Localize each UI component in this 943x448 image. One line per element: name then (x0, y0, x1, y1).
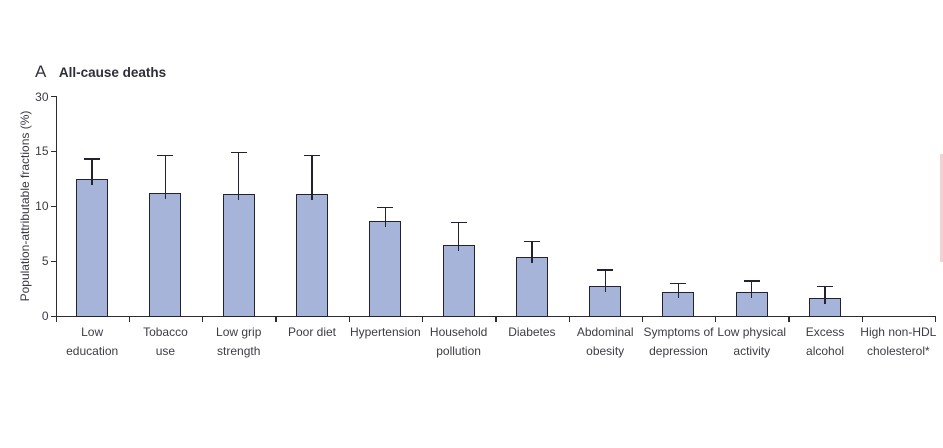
category-label-line: education (66, 344, 119, 358)
bar-1 (76, 179, 109, 317)
x-tick (495, 316, 497, 322)
category-label-line: depression (649, 344, 708, 358)
category-label: Excess alcohol (806, 323, 845, 361)
error-bar-cap (377, 206, 394, 209)
category-label-line: Tobacco (143, 325, 188, 339)
category-label-line: activity (733, 344, 771, 358)
x-tick (202, 316, 204, 322)
error-bar-stem (164, 155, 167, 199)
category-label-line: Low grip (216, 325, 262, 339)
y-tick (50, 150, 56, 153)
x-tick (128, 316, 131, 322)
error-bar-cap (670, 282, 687, 284)
error-bar-stem (91, 158, 93, 186)
error-bar-cap (304, 155, 320, 157)
error-bar-stem (824, 285, 826, 304)
x-tick (715, 316, 717, 322)
error-bar-cap (597, 269, 614, 271)
y-axis-line (55, 95, 57, 317)
category-label-line: pollution (436, 344, 481, 358)
y-tick-label: 5 (41, 254, 49, 269)
category-label-line: Low (81, 325, 104, 339)
bar-4 (296, 193, 328, 317)
error-bar-stem (604, 269, 606, 292)
bar-6 (442, 245, 475, 317)
x-tick (641, 316, 644, 322)
y-tick-label: 15 (35, 144, 49, 159)
x-tick (421, 316, 424, 322)
category-label: High non-HDL cholesterol* (860, 323, 936, 361)
error-bar-stem (751, 280, 753, 299)
bar-5 (369, 221, 402, 317)
category-label-line: Poor diet (287, 325, 337, 339)
bar-2 (149, 192, 182, 317)
category-label: Symptoms of depression (643, 323, 713, 361)
category-label: Low grip strength (216, 323, 261, 361)
error-bar-cap (743, 280, 760, 282)
x-tick (275, 316, 277, 322)
error-bar-stem (311, 155, 313, 200)
category-label-line: obesity (586, 344, 625, 358)
x-tick (348, 316, 350, 322)
category-label-line: Excess (805, 325, 845, 339)
error-bar-cap (157, 155, 174, 157)
y-tick (50, 96, 56, 98)
category-label-line: High non-HDL (860, 325, 937, 339)
panel-name: All-cause deaths (58, 65, 167, 80)
category-label-line: strength (217, 344, 261, 358)
category-label: Diabetes (508, 323, 555, 342)
category-label-line: Symptoms of (643, 325, 714, 339)
category-label: Tobacco use (143, 323, 188, 361)
y-tick-label: 10 (35, 199, 49, 214)
bar-7 (515, 257, 548, 317)
error-bar-stem (531, 240, 533, 264)
panel-letter: A (35, 62, 47, 81)
error-bar-cap (84, 158, 101, 160)
category-label-line: Low physical (717, 325, 787, 339)
category-label-line: Abdominal (576, 325, 634, 339)
error-bar-cap (450, 222, 467, 224)
category-label-line: alcohol (806, 344, 845, 358)
category-label-line: cholesterol* (866, 344, 930, 358)
panel-title: A All-cause deaths (35, 62, 166, 82)
error-bar-cap (817, 285, 834, 288)
category-label: Hypertension (350, 323, 421, 342)
category-label-line: Household (429, 325, 488, 339)
error-bar-stem (457, 222, 460, 252)
error-bar-stem (384, 206, 386, 228)
error-bar-cap (523, 240, 540, 243)
error-bar-cap (230, 151, 247, 154)
category-label-line: Diabetes (508, 325, 556, 339)
category-label-line: Hypertension (349, 325, 421, 339)
y-tick (50, 315, 56, 317)
x-tick (861, 316, 863, 322)
category-label: Low physical activity (717, 323, 786, 361)
x-tick (55, 316, 57, 322)
cropped-adjacent-panel-bar (940, 154, 943, 262)
x-tick (788, 316, 790, 322)
x-tick (568, 316, 570, 322)
y-tick (50, 205, 56, 207)
bar-3 (222, 193, 255, 317)
error-bar-stem (238, 151, 240, 200)
category-label: Low education (66, 323, 118, 361)
category-label: Abdominal obesity (577, 323, 634, 361)
error-bar-stem (677, 282, 680, 299)
x-axis-line (55, 315, 937, 317)
category-label: Household pollution (430, 323, 487, 361)
category-label-line: use (155, 344, 176, 358)
y-tick-label: 30 (35, 89, 49, 104)
y-tick (50, 260, 56, 262)
y-tick-label: 0 (41, 309, 49, 324)
x-tick (934, 316, 937, 322)
category-label: Poor diet (288, 323, 336, 342)
